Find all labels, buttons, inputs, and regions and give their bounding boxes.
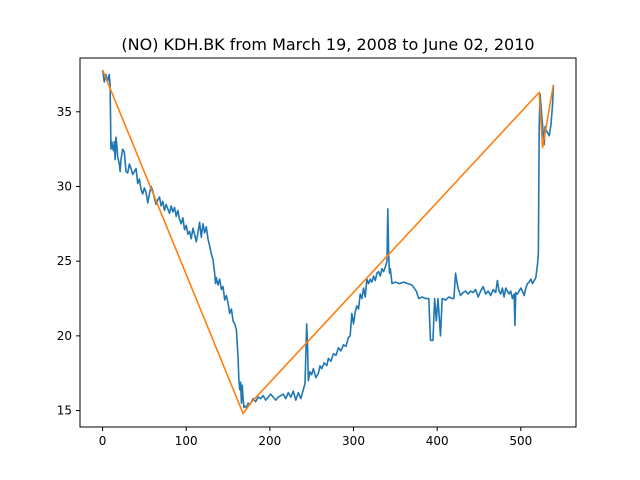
y-tick-label: 35 [57, 105, 72, 119]
series-line-1 [101, 69, 555, 409]
y-axis: 15 20 25 30 35 [57, 105, 80, 418]
x-axis: 0 100 200 300 400 500 [99, 427, 532, 448]
chart-title: (NO) KDH.BK from March 19, 2008 to June … [121, 35, 534, 54]
y-tick-label: 25 [57, 254, 72, 268]
plot-frame [79, 57, 577, 428]
x-tick-label: 0 [99, 434, 107, 448]
series-line-2 [101, 69, 555, 415]
x-tick-label: 400 [426, 434, 449, 448]
x-tick-label: 500 [509, 434, 532, 448]
y-tick-label: 15 [57, 404, 72, 418]
y-tick-label: 30 [57, 179, 72, 193]
x-tick-label: 200 [258, 434, 281, 448]
x-tick-label: 300 [342, 434, 365, 448]
series-layer [101, 69, 555, 415]
x-tick-label: 100 [175, 434, 198, 448]
y-tick-label: 20 [57, 329, 72, 343]
